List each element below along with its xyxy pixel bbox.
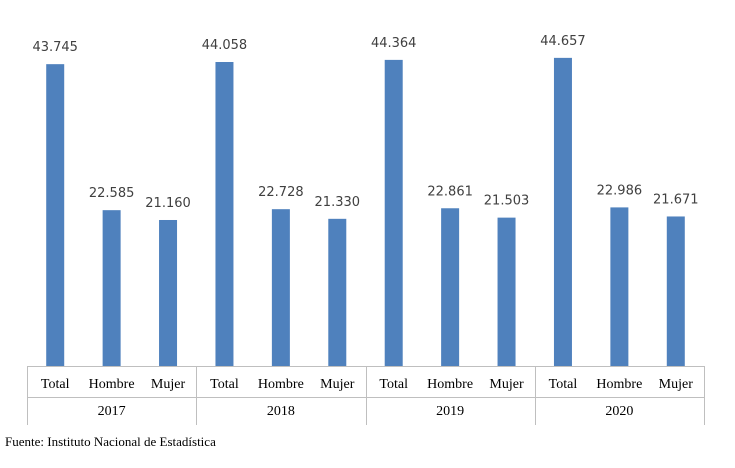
value-label-2020-mujer: 21.671 [653, 192, 699, 207]
value-label-2020-hombre: 22.986 [597, 183, 643, 198]
bar-2020-total [553, 57, 572, 366]
value-label-2018-total: 44.058 [202, 38, 248, 53]
value-label-2019-hombre: 22.861 [427, 184, 473, 199]
category-label-2017-mujer: Mujer [151, 377, 186, 392]
value-label-2018-hombre: 22.728 [258, 185, 304, 200]
value-label-2019-mujer: 21.503 [484, 194, 530, 209]
category-axis: Total Hombre Mujer 2017 Total Hombre Mujer 2018… [27, 366, 705, 425]
bar-2019-hombre [441, 208, 460, 366]
bar-2017-total [46, 64, 65, 367]
bar-2018-total [215, 61, 234, 366]
category-label-2017-hombre: Hombre [89, 377, 135, 392]
category-label-2020-hombre: Hombre [596, 377, 642, 392]
value-label-2017-mujer: 21.160 [145, 196, 191, 211]
value-label-2017-total: 43.745 [32, 40, 78, 55]
category-label-2017-total: Total [41, 377, 70, 392]
bar-2017-hombre [102, 210, 121, 366]
bar-2018-mujer [328, 218, 347, 366]
category-label-2019-hombre: Hombre [427, 377, 473, 392]
bar-2017-mujer [159, 219, 178, 366]
bar-2018-hombre [271, 209, 290, 366]
category-label-2018-mujer: Mujer [320, 377, 355, 392]
value-label-2018-mujer: 21.330 [315, 195, 361, 210]
category-label-2018-total: Total [210, 377, 239, 392]
category-label-2018-hombre: Hombre [258, 377, 304, 392]
group-label-2019: 2019 [436, 404, 464, 419]
bar-2019-total [384, 59, 403, 367]
category-label-2019-mujer: Mujer [489, 377, 524, 392]
value-label-2019-total: 44.364 [371, 36, 417, 51]
bar-chart: 43.745 22.585 21.160 44.058 22.728 21.330 44.3… [27, 34, 705, 425]
bar-2020-hombre [610, 207, 629, 366]
bar-2019-mujer [497, 217, 516, 366]
group-label-2017: 2017 [98, 404, 126, 419]
value-labels-layer: 43.745 22.585 21.160 44.058 22.728 21.330 44.3… [32, 34, 698, 211]
bars-layer [46, 57, 685, 367]
category-label-2020-total: Total [549, 377, 578, 392]
group-label-2020: 2020 [605, 404, 633, 419]
category-label-2019-total: Total [379, 377, 408, 392]
value-label-2020-total: 44.657 [540, 34, 586, 49]
source-note: Fuente: Instituto Nacional de Estadístic… [5, 434, 216, 449]
value-label-2017-hombre: 22.585 [89, 186, 135, 201]
category-label-2020-mujer: Mujer [659, 377, 694, 392]
group-label-2018: 2018 [267, 404, 295, 419]
bar-2020-mujer [666, 216, 685, 366]
